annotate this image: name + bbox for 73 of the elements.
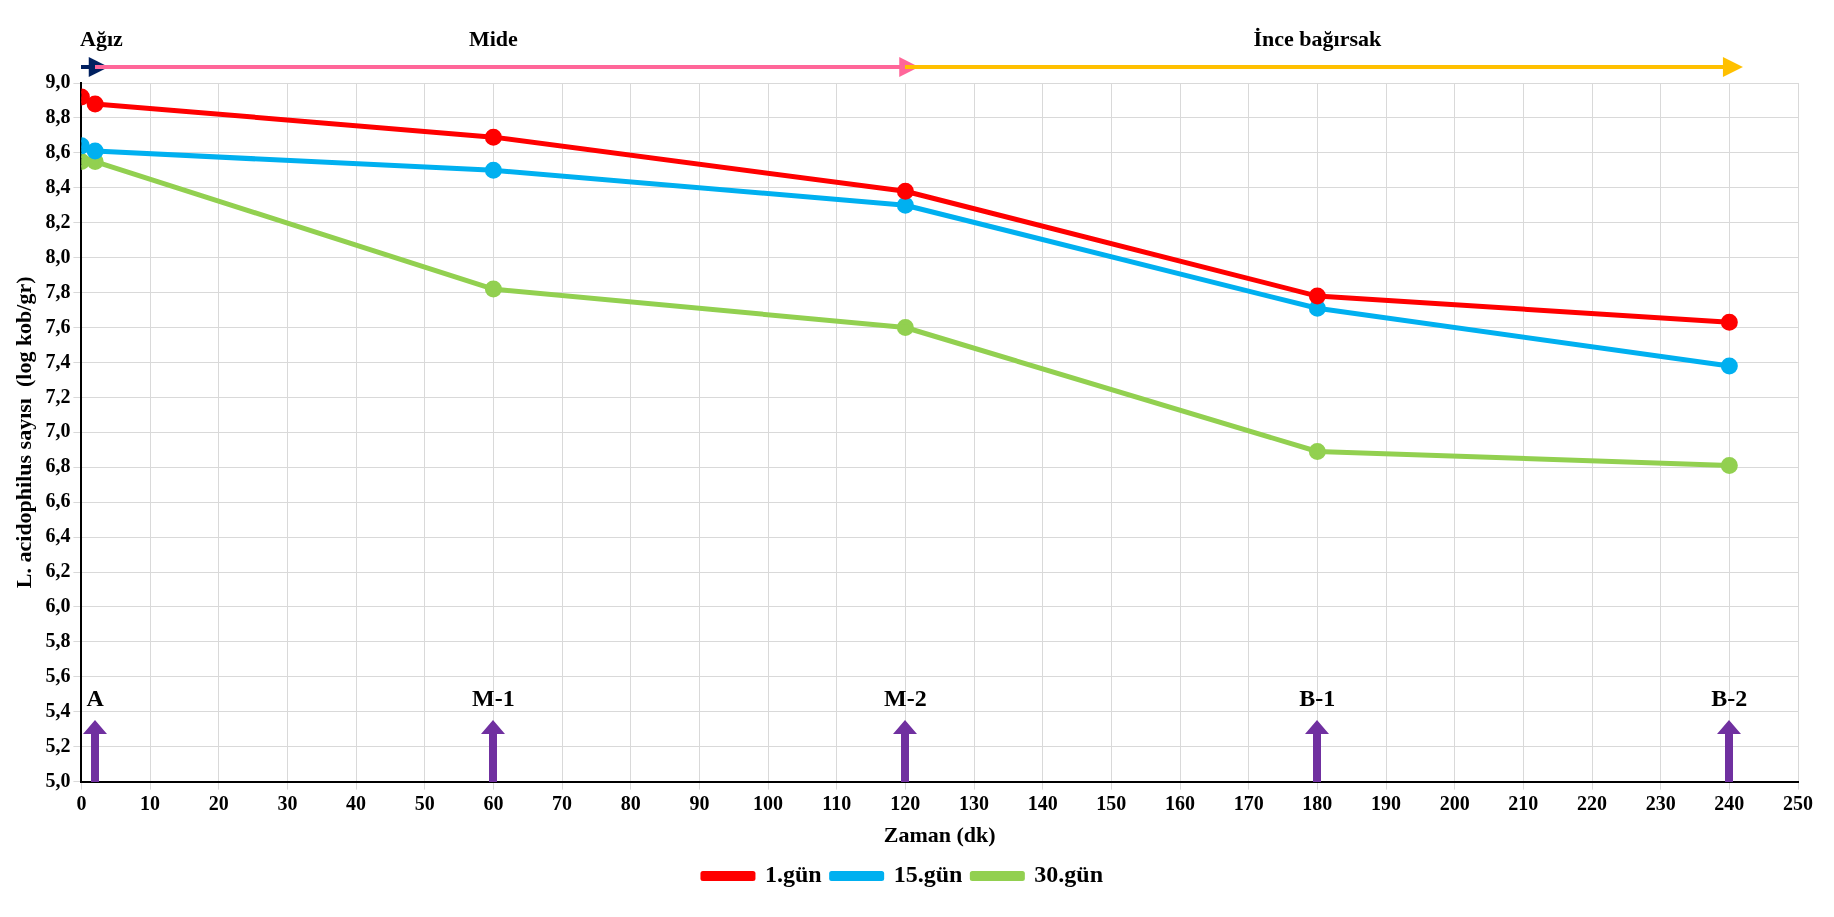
y-tick-label: 6,2 xyxy=(45,559,71,582)
x-tick-label: 80 xyxy=(620,791,641,814)
x-tick-label: 20 xyxy=(208,791,229,814)
x-tick-label: 70 xyxy=(552,791,573,814)
x-tick-label: 60 xyxy=(483,791,504,814)
y-tick-label: 8,4 xyxy=(45,174,71,197)
y-tick-label: 7,4 xyxy=(45,349,71,372)
point xyxy=(86,95,104,113)
annotation: B-2 xyxy=(1711,684,1748,711)
x-tick-label: 200 xyxy=(1439,791,1470,814)
x-tick-label: 160 xyxy=(1165,791,1196,814)
x-tick-label: 130 xyxy=(959,791,990,814)
y-tick-label: 5,8 xyxy=(45,629,71,652)
point xyxy=(1720,456,1738,474)
x-tick-label: 210 xyxy=(1508,791,1539,814)
y-tick-label: 9,0 xyxy=(45,70,71,93)
point xyxy=(1720,313,1738,331)
y-tick-label: 5,0 xyxy=(45,768,71,791)
legend-label: 30.gün xyxy=(1034,861,1104,888)
x-tick-label: 180 xyxy=(1302,791,1333,814)
y-axis-title: L. acidophilus sayısı (log kob/gr) xyxy=(10,276,36,589)
point xyxy=(1308,443,1326,461)
x-tick-label: 230 xyxy=(1645,791,1676,814)
x-tick-label: 250 xyxy=(1783,791,1813,814)
y-tick-label: 6,0 xyxy=(45,594,71,617)
x-tick-label: 220 xyxy=(1577,791,1608,814)
x-tick-label: 10 xyxy=(140,791,161,814)
text: İnce bağırsak xyxy=(1253,25,1382,51)
point xyxy=(896,319,914,337)
x-tick-label: 170 xyxy=(1233,791,1264,814)
x-tick-label: 30 xyxy=(277,791,298,814)
y-tick-label: 5,2 xyxy=(45,733,71,756)
x-tick-label: 120 xyxy=(890,791,921,814)
y-tick-label: 7,0 xyxy=(45,419,71,442)
annotation: A xyxy=(86,684,105,711)
annotation: M-2 xyxy=(884,684,927,711)
point xyxy=(484,128,502,146)
x-tick-label: 150 xyxy=(1096,791,1127,814)
x-tick-label: 90 xyxy=(689,791,710,814)
y-tick-label: 6,6 xyxy=(45,489,71,512)
x-tick-label: 240 xyxy=(1714,791,1745,814)
y-tick-label: 7,8 xyxy=(45,279,71,302)
point xyxy=(896,196,914,214)
annotation: M-1 xyxy=(472,684,515,711)
text: Mide xyxy=(468,25,519,51)
y-tick-label: 6,4 xyxy=(45,524,71,547)
x-axis-title: Zaman (dk) xyxy=(883,822,996,848)
y-tick-label: 7,6 xyxy=(45,314,71,337)
x-tick-label: 110 xyxy=(822,791,852,814)
y-tick-label: 8,0 xyxy=(45,244,71,267)
text: Ağız xyxy=(80,25,124,51)
point xyxy=(1308,287,1326,305)
x-tick-label: 0 xyxy=(76,791,87,814)
point xyxy=(484,161,502,179)
x-tick-label: 40 xyxy=(346,791,367,814)
x-tick-label: 50 xyxy=(414,791,435,814)
x-tick-label: 140 xyxy=(1027,791,1058,814)
point xyxy=(484,280,502,298)
x-tick-label: 190 xyxy=(1371,791,1402,814)
point xyxy=(86,142,104,160)
x-tick-label: 100 xyxy=(753,791,784,814)
y-tick-label: 8,6 xyxy=(45,140,71,163)
legend-label: 1.gün xyxy=(764,861,822,888)
y-tick-label: 5,6 xyxy=(45,663,71,686)
annotation: B-1 xyxy=(1299,684,1336,711)
y-tick-label: 8,2 xyxy=(45,209,71,232)
y-tick-label: 8,8 xyxy=(45,105,71,128)
point xyxy=(1720,357,1738,375)
legend-label: 15.gün xyxy=(893,861,963,888)
y-tick-label: 5,4 xyxy=(45,698,71,721)
y-tick-label: 7,2 xyxy=(45,384,71,407)
point xyxy=(896,182,914,200)
y-tick-label: 6,8 xyxy=(45,454,71,477)
